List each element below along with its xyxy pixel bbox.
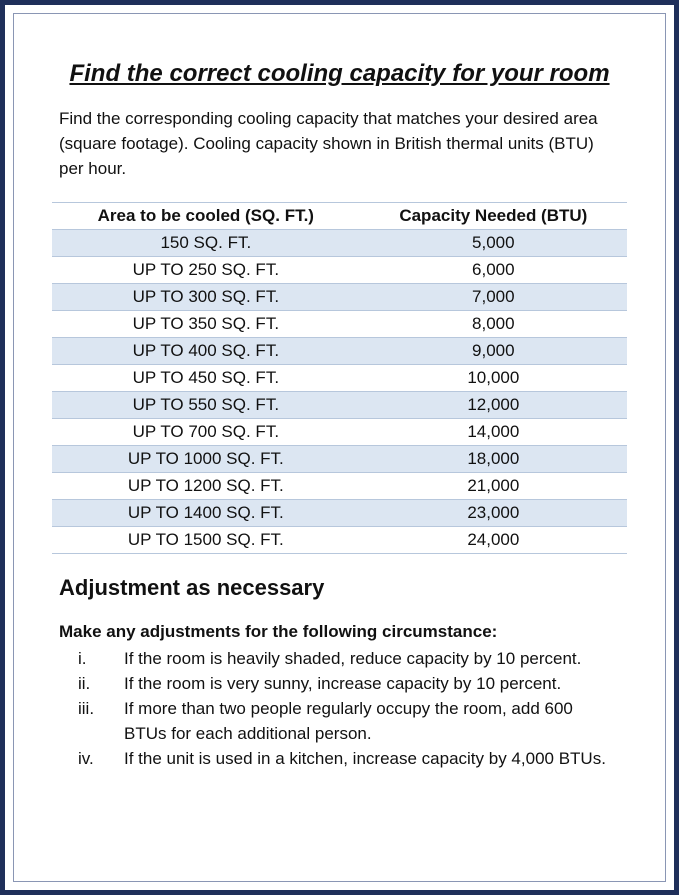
list-text: If the room is heavily shaded, reduce ca… <box>124 649 582 668</box>
table-row: 150 SQ. FT. 5,000 <box>52 229 627 257</box>
list-text: If more than two people regularly occupy… <box>124 699 573 743</box>
table-cell: 6,000 <box>359 256 627 284</box>
column-header: Area to be cooled (SQ. FT.) <box>52 202 360 230</box>
table-row: UP TO 300 SQ. FT. 7,000 <box>52 283 627 311</box>
table-cell: 10,000 <box>359 364 627 392</box>
table-row: UP TO 450 SQ. FT. 10,000 <box>52 364 627 392</box>
table-cell: UP TO 250 SQ. FT. <box>52 256 360 284</box>
table-cell: UP TO 700 SQ. FT. <box>52 418 360 446</box>
list-marker: iii. <box>78 699 95 718</box>
adjustment-list: i. If the room is heavily shaded, reduce … <box>0 646 614 771</box>
table-cell: 150 SQ. FT. <box>52 229 360 257</box>
table-cell: 23,000 <box>359 499 627 527</box>
table-cell: UP TO 1000 SQ. FT. <box>52 445 360 473</box>
inner-frame <box>13 13 666 882</box>
table-cell: 9,000 <box>359 337 627 365</box>
capacity-table: Area to be cooled (SQ. FT.) Capacity Need… <box>52 202 627 554</box>
table-row: UP TO 550 SQ. FT. 12,000 <box>52 391 627 419</box>
table-row: UP TO 1500 SQ. FT. 24,000 <box>52 526 627 554</box>
table-cell: UP TO 550 SQ. FT. <box>52 391 360 419</box>
table-row: UP TO 1200 SQ. FT. 21,000 <box>52 472 627 500</box>
list-item: i. If the room is heavily shaded, reduce … <box>0 646 614 671</box>
table-cell: UP TO 1400 SQ. FT. <box>52 499 360 527</box>
table-row: UP TO 700 SQ. FT. 14,000 <box>52 418 627 446</box>
table-cell: 18,000 <box>359 445 627 473</box>
section-heading: Adjustment as necessary <box>59 575 325 600</box>
list-item: ii. If the room is very sunny, increase c… <box>0 671 614 696</box>
list-marker: ii. <box>78 674 91 693</box>
list-item: iii. If more than two people regularly oc… <box>0 696 614 746</box>
table-cell: 5,000 <box>359 229 627 257</box>
table-cell: 7,000 <box>359 283 627 311</box>
table-cell: UP TO 350 SQ. FT. <box>52 310 360 338</box>
table-row: UP TO 350 SQ. FT. 8,000 <box>52 310 627 338</box>
table-cell: 21,000 <box>359 472 627 500</box>
column-header: Capacity Needed (BTU) <box>359 202 627 230</box>
table-cell: 24,000 <box>359 526 627 554</box>
intro: Find the corresponding cooling capacity … <box>59 109 598 178</box>
table-row: UP TO 1000 SQ. FT. 18,000 <box>52 445 627 473</box>
table-cell: 12,000 <box>359 391 627 419</box>
list-item: iv. If the unit is used in a kitchen, inc… <box>0 746 614 771</box>
subheading: Make any adjustments for the following c… <box>59 622 498 641</box>
table-row: UP TO 250 SQ. FT. 6,000 <box>52 256 627 284</box>
list-marker: i. <box>78 649 87 668</box>
list-text: If the unit is used in a kitchen, increa… <box>124 749 606 768</box>
list-marker: iv. <box>78 749 94 768</box>
header-row: Area to be cooled (SQ. FT.) Capacity Need… <box>52 202 627 230</box>
table-cell: UP TO 1500 SQ. FT. <box>52 526 360 554</box>
table-row: UP TO 1400 SQ. FT. 23,000 <box>52 499 627 527</box>
table-cell: UP TO 1200 SQ. FT. <box>52 472 360 500</box>
title: Find the correct cooling capacity for yo… <box>69 60 610 87</box>
table-cell: UP TO 450 SQ. FT. <box>52 364 360 392</box>
list-text: If the room is very sunny, increase capa… <box>124 674 562 693</box>
table-cell: UP TO 300 SQ. FT. <box>52 283 360 311</box>
table-cell: 14,000 <box>359 418 627 446</box>
table-row: UP TO 400 SQ. FT. 9,000 <box>52 337 627 365</box>
table-cell: 8,000 <box>359 310 627 338</box>
table-cell: UP TO 400 SQ. FT. <box>52 337 360 365</box>
